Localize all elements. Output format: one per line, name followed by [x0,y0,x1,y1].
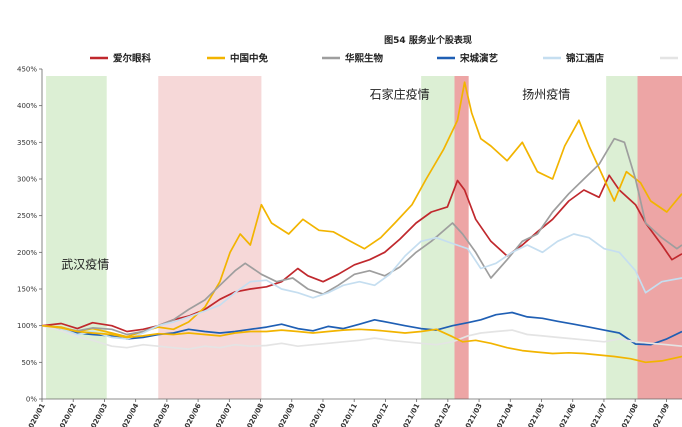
series-lines [41,81,682,364]
x-tick-label-15: 2021/04 [493,402,515,427]
x-tick-label-17: 2021/06 [556,402,578,427]
legend: 爱尔眼科 中国中免 华熙生物 宋城演艺 锦江酒店 [90,53,678,65]
x-tick-label-11: 2020/12 [368,402,390,427]
legend-label-3: 宋城演艺 [459,53,499,65]
x-tick-label-19: 2021/08 [618,402,640,427]
axes: 0% 50% 100% 150% 200% 250% 300% 350% 400% 450% 202… [17,66,682,427]
x-tick-label-14: 2021/03 [462,402,484,427]
y-tick-label-5: 250% [17,212,37,220]
legend-label-4: 锦江酒店 [566,53,605,65]
y-tick-label-6: 300% [17,176,37,184]
series-line-0 [41,174,682,333]
shaded-region-1 [158,76,262,399]
annotation-1: 石家庄疫情 [370,86,430,101]
y-tick-label-8: 400% [17,102,37,110]
legend-label-2: 华熙生物 [345,53,384,65]
legend-label-0: 爱尔眼科 [113,53,152,65]
series-line-4 [41,233,682,340]
y-tick-label-9: 450% [17,66,37,74]
x-tick-label-8: 2020/09 [275,402,297,427]
annotation-0: 武汉疫情 [61,256,109,271]
series-line-1 [41,81,682,338]
y-tick-label-7: 350% [17,139,37,147]
x-tick-label-7: 2020/08 [243,402,265,427]
x-tick-label-6: 2020/07 [212,402,234,427]
x-tick-label-12: 2021/01 [399,402,421,427]
series-line-6 [41,324,682,364]
x-tick-label-1: 2020/02 [56,402,78,427]
x-tick-label-5: 2020/06 [181,402,203,427]
x-tick-label-3: 2020/04 [118,402,140,427]
x-tick-label-0: 2020/01 [25,402,47,427]
chart-title: 图54 服务业个股表现 [384,34,472,46]
x-tick-label-4: 2020/05 [150,402,172,427]
shaded-region-0 [46,76,107,399]
shaded-region-5 [637,76,682,399]
x-tick-label-16: 2021/05 [524,402,546,427]
y-tick-label-2: 100% [17,322,37,330]
annotation-2: 扬州疫情 [522,86,570,101]
x-tick-label-10: 2020/11 [337,402,359,427]
legend-label-1: 中国中免 [230,53,269,65]
y-tick-label-1: 50% [21,359,37,367]
x-tick-label-18: 2021/07 [587,402,609,427]
x-tick-label-2: 2020/03 [87,402,109,427]
x-tick-label-13: 2021/02 [431,402,453,427]
annotations: 武汉疫情 石家庄疫情 扬州疫情 [61,86,570,271]
x-tick-label-20: 2021/09 [649,402,671,427]
shaded-region-4 [606,76,638,399]
x-tick-label-9: 2020/10 [306,402,328,427]
y-tick-label-3: 150% [17,286,37,294]
y-tick-label-0: 0% [26,396,37,404]
shaded-region-3 [454,76,469,399]
y-tick-label-4: 200% [17,249,37,257]
series-line-5 [41,324,682,350]
series-line-3 [41,311,682,346]
